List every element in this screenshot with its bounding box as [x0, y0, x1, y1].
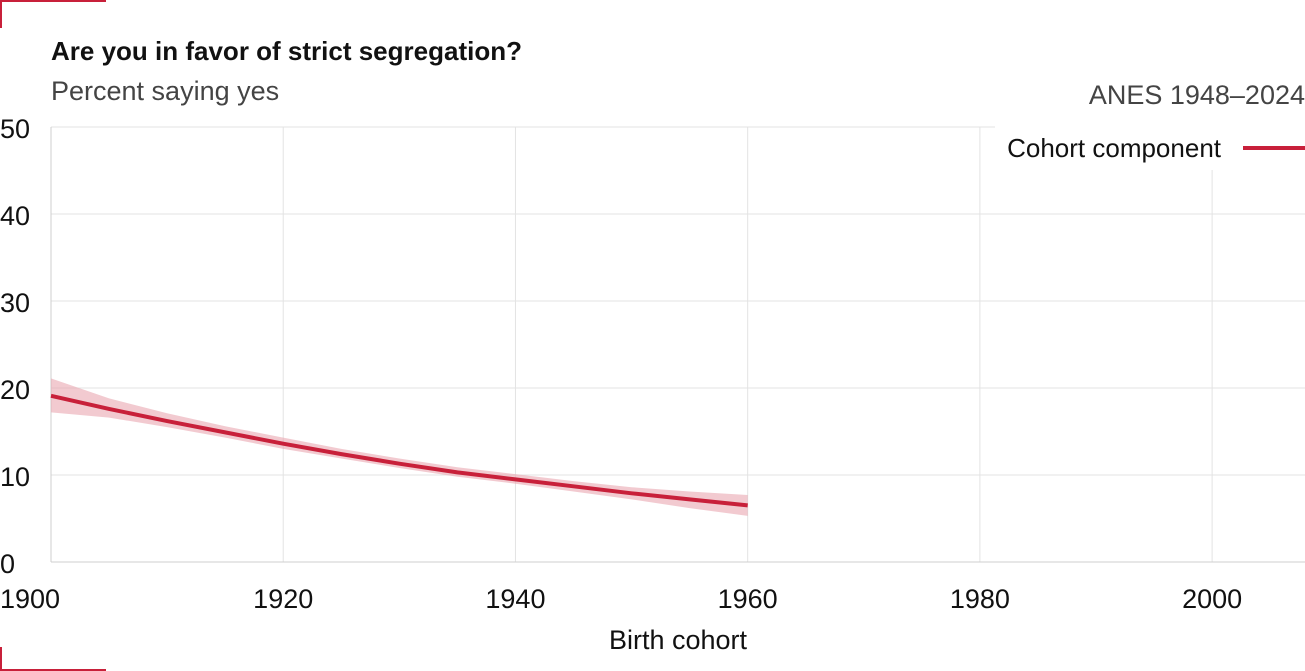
y-tick-label-10: 10: [0, 462, 30, 492]
source-note: ANES 1948–2024: [1088, 80, 1305, 110]
y-tick-label-50: 50: [0, 114, 30, 144]
legend-label-cohort-component: Cohort component: [1007, 132, 1221, 163]
y-tick-label-40: 40: [0, 201, 30, 231]
x-tick-label-2000: 2000: [1182, 584, 1242, 614]
x-tick-label-1900: 1900: [0, 584, 60, 614]
legend: Cohort component: [995, 126, 1305, 170]
corner-mark-top-horizontal: [0, 0, 106, 2]
legend-swatch-cohort-component: [1243, 146, 1305, 150]
series-line-group: [50, 393, 748, 508]
y-tick-label-0: 0: [0, 549, 15, 579]
series-line-cohort-component: [50, 393, 748, 508]
chart-title: Are you in favor of strict segregation?: [51, 36, 522, 66]
chart-subtitle: Percent saying yes: [51, 76, 280, 106]
x-tick-label-1920: 1920: [253, 584, 313, 614]
y-tick-label-20: 20: [0, 375, 30, 405]
x-tick-label-1980: 1980: [950, 584, 1010, 614]
corner-mark-bottom-vertical: [0, 647, 2, 671]
confidence-band-0: [51, 378, 748, 516]
x-tick-label-1940: 1940: [485, 584, 545, 614]
corner-mark-bottom-horizontal: [0, 669, 106, 671]
x-tick-label-1960: 1960: [718, 584, 778, 614]
tick-labels: 0 10 20 30 40 50 1900 1920 1940 1960 1980 2000: [0, 114, 1242, 614]
x-axis-label: Birth cohort: [609, 625, 748, 655]
confidence-band-group: [51, 378, 748, 516]
corner-mark-top-vertical: [0, 0, 2, 28]
grid-lines: [50, 126, 1305, 563]
y-tick-label-30: 30: [0, 288, 30, 318]
